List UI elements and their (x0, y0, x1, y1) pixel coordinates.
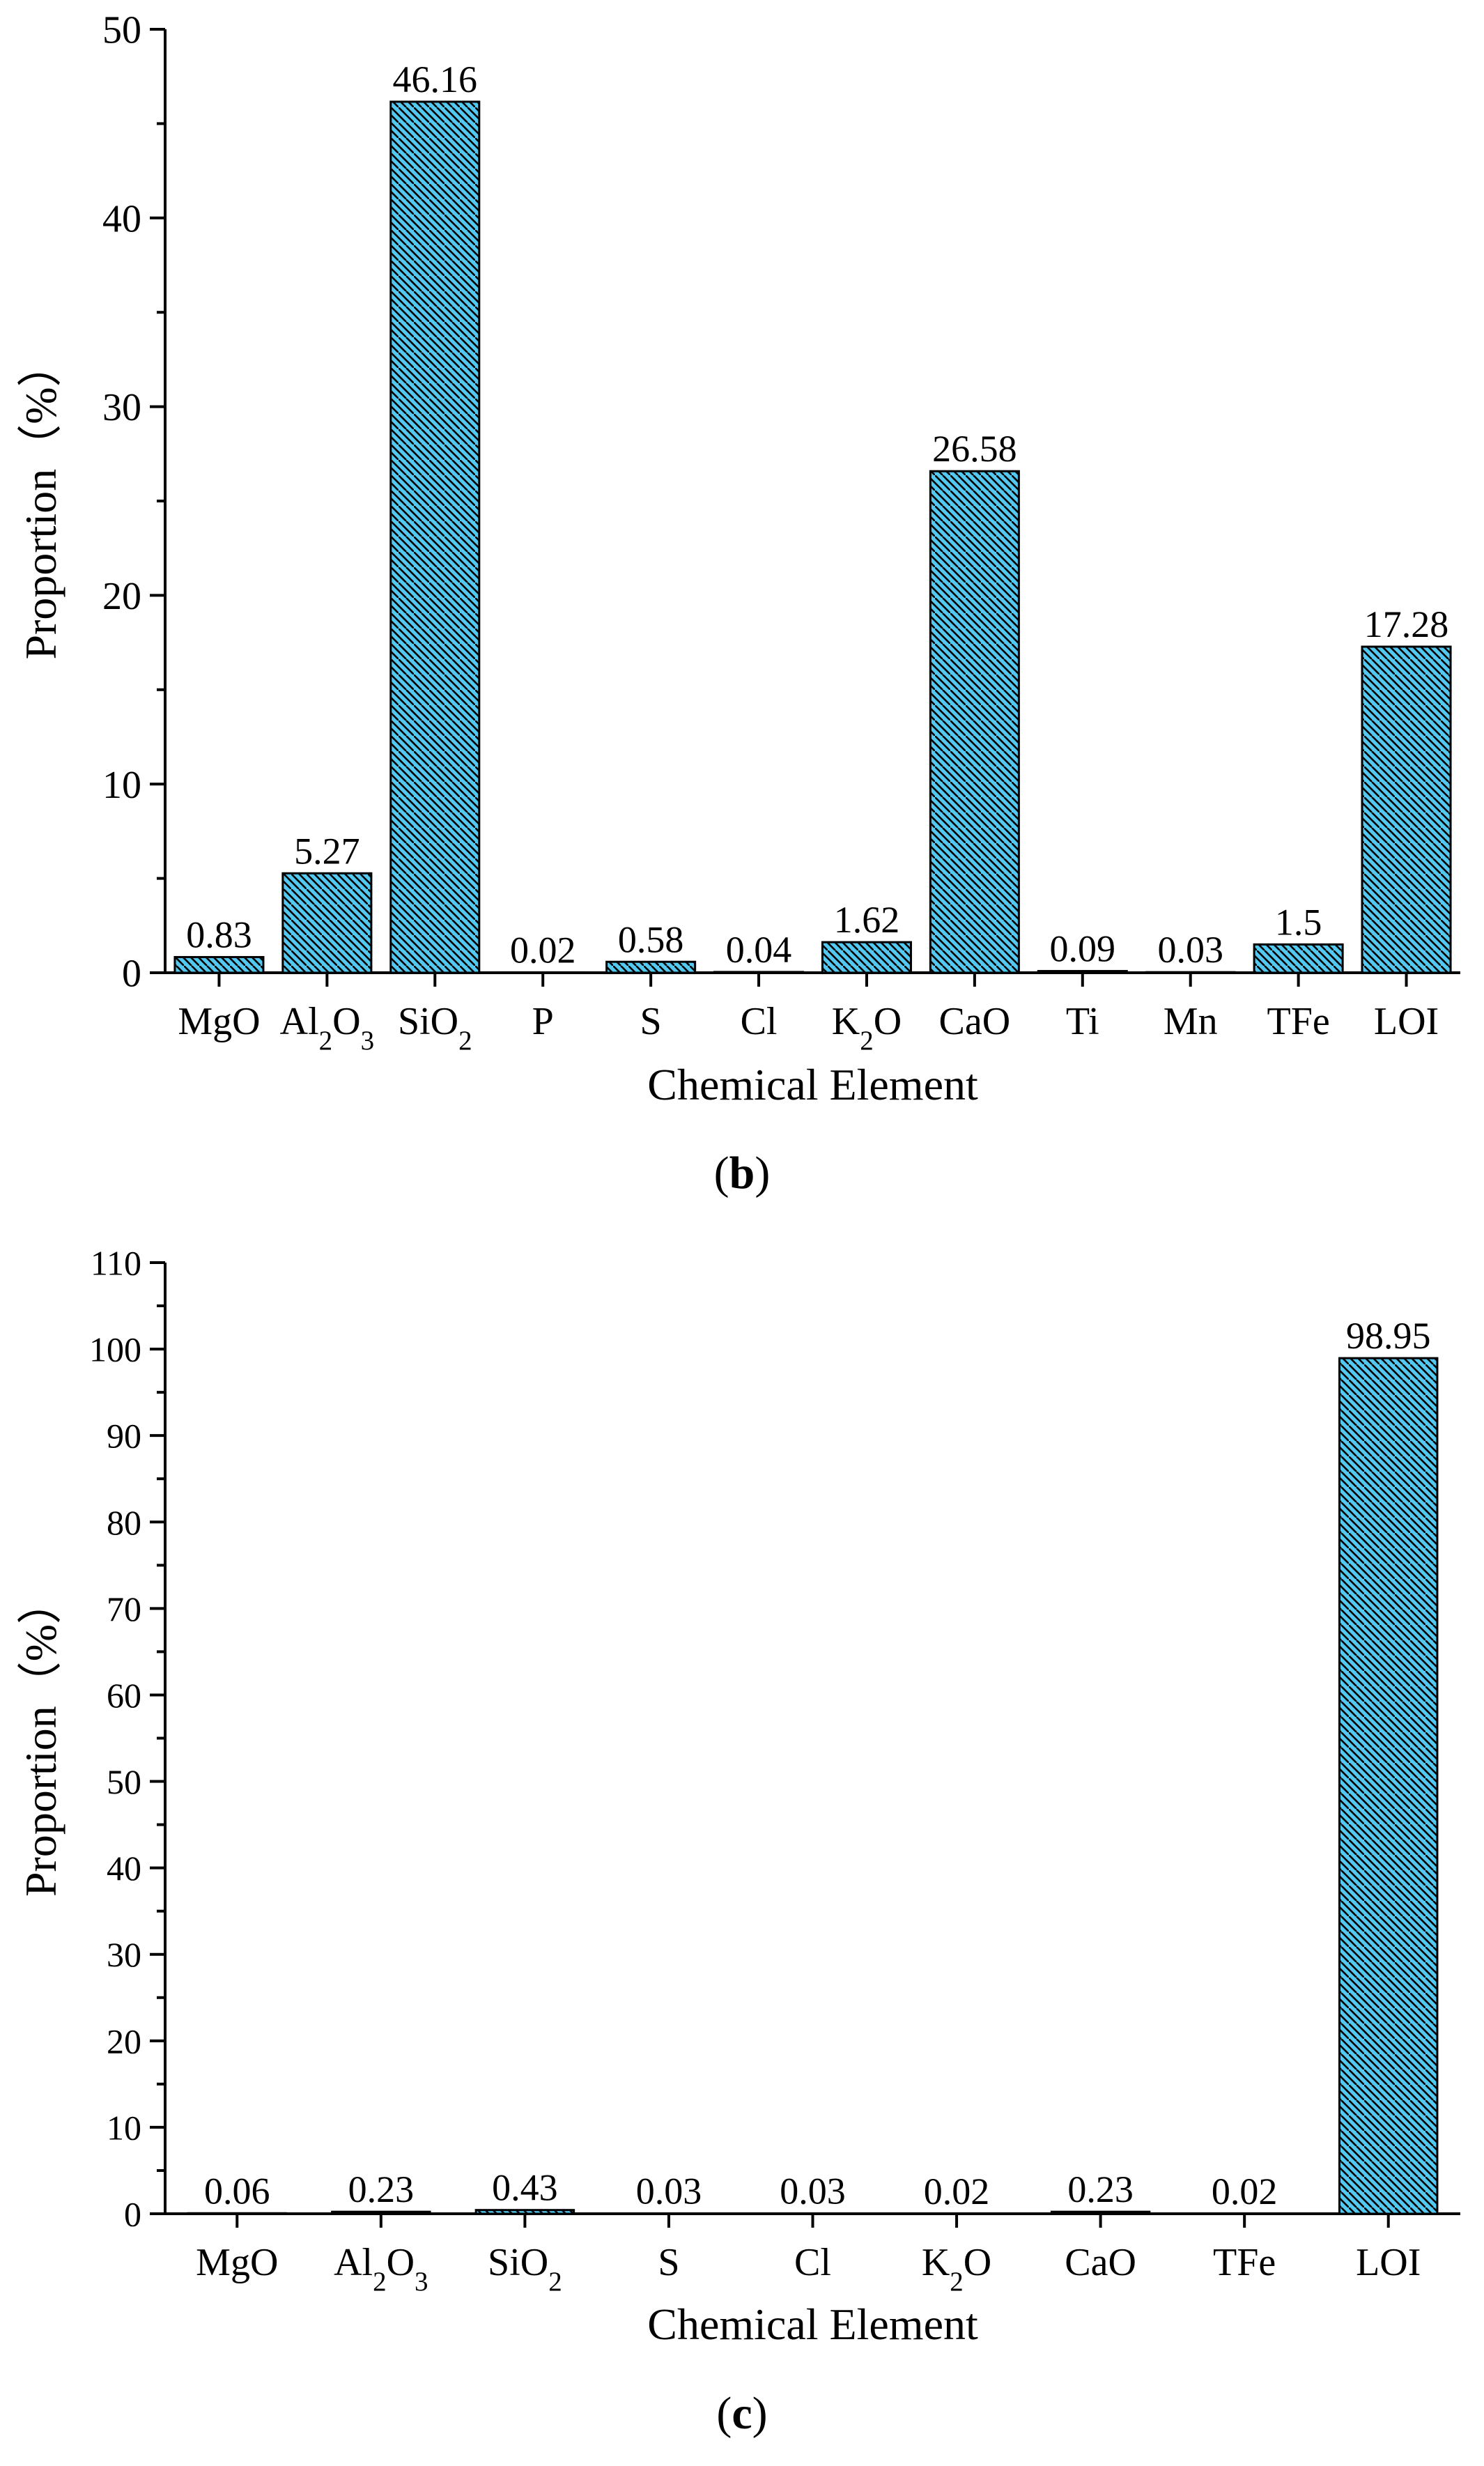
category-label-c: TFe (1213, 2241, 1276, 2284)
value-label-b: 1.5 (1275, 901, 1322, 943)
y-tick-label-b: 50 (102, 9, 141, 52)
category-label-b: S (640, 1000, 662, 1043)
category-label-c: CaO (1065, 2241, 1136, 2284)
chart-panel-b: 0 10 20 30 40 50 0.83 MgO 5.27 Al2O3 46.16 SiO2 0.02… (0, 0, 1484, 1226)
category-label-b: TFe (1267, 1000, 1330, 1043)
y-tick-label-c: 40 (107, 1849, 141, 1888)
y-axis-title-b: Proportion（%） (16, 342, 65, 659)
category-label-b: Mn (1164, 1000, 1218, 1043)
category-label-c: MgO (196, 2241, 278, 2284)
y-tick-label-b: 40 (102, 197, 141, 240)
value-label-c: 0.02 (1212, 2171, 1278, 2212)
y-axis-title-c: Proportion（%） (16, 1580, 65, 1897)
bar-b-k2o (821, 941, 912, 974)
x-axis-title-b: Chemical Element (647, 1060, 978, 1109)
y-tick-label-c: 100 (89, 1330, 141, 1369)
panel-label-c: (c) (716, 2388, 767, 2439)
value-label-c: 0.03 (636, 2171, 702, 2212)
value-label-b: 46.16 (393, 59, 478, 100)
category-label-b: LOI (1374, 1000, 1439, 1043)
value-label-b: 26.58 (932, 428, 1017, 470)
category-label-b: SiO2 (398, 1000, 472, 1056)
bar-c-cao (1050, 2210, 1151, 2215)
value-label-c: 0.06 (204, 2170, 270, 2212)
category-label-b: K2O (832, 1000, 902, 1056)
value-label-b: 0.04 (726, 929, 792, 971)
y-tick-label-b: 30 (102, 386, 141, 429)
value-label-c: 98.95 (1346, 1315, 1431, 1357)
bar-c-al2o3 (331, 2210, 431, 2215)
bar-b-s (605, 960, 697, 974)
category-label-b: Cl (741, 1000, 778, 1043)
value-label-b: 0.09 (1050, 928, 1116, 970)
bar-b-ti (1037, 970, 1128, 974)
bar-b-tfe (1253, 943, 1344, 974)
y-tick-label-c: 110 (91, 1244, 141, 1283)
value-label-b: 17.28 (1364, 603, 1449, 645)
y-tick-label-c: 80 (107, 1503, 141, 1542)
bar-chart-c: 0 10 20 30 40 50 60 70 80 90 100 110 0.06 MgO 0.23 Al2O… (16, 1244, 1460, 2439)
bar-b-p (497, 971, 589, 974)
chart-panel-c: 0 10 20 30 40 50 60 70 80 90 100 110 0.06 MgO 0.23 Al2O… (0, 1226, 1484, 2466)
value-label-b: 0.03 (1157, 929, 1223, 971)
category-label-c: S (658, 2241, 679, 2284)
bar-c-loi (1338, 1357, 1439, 2215)
bar-b-loi (1361, 645, 1452, 974)
value-label-c: 0.23 (1067, 2168, 1134, 2210)
category-label-b: Al2O3 (280, 1000, 374, 1056)
y-tick-label-c: 20 (107, 2021, 141, 2060)
value-label-c: 0.23 (348, 2168, 415, 2210)
value-label-b: 0.83 (186, 914, 252, 956)
value-label-c: 0.43 (492, 2167, 558, 2209)
value-label-b: 5.27 (294, 830, 360, 872)
value-label-b: 0.02 (510, 929, 576, 971)
value-label-b: 1.62 (834, 899, 900, 941)
value-label-c: 0.03 (780, 2171, 846, 2212)
y-tick-label-b: 20 (102, 575, 141, 618)
y-tick-label-b: 0 (122, 953, 141, 996)
x-axis-title-c: Chemical Element (647, 2299, 978, 2349)
y-tick-label-c: 10 (107, 2108, 141, 2147)
category-label-b: CaO (939, 1000, 1011, 1043)
category-label-b: P (532, 1000, 554, 1043)
category-label-c: Cl (794, 2241, 831, 2284)
y-tick-label-c: 30 (107, 1935, 141, 1974)
category-label-b: MgO (178, 1000, 260, 1043)
category-label-c: K2O (922, 2241, 991, 2297)
y-tick-label-c: 70 (107, 1589, 141, 1628)
y-tick-label-c: 90 (107, 1417, 141, 1456)
category-label-c: SiO2 (488, 2241, 562, 2297)
value-label-b: 0.58 (618, 918, 684, 960)
panel-label-b: (b) (714, 1148, 771, 1199)
category-label-c: Al2O3 (334, 2241, 428, 2297)
bar-b-mgo (173, 956, 265, 974)
y-tick-label-c: 0 (124, 2195, 141, 2234)
bar-b-al2o3 (281, 872, 373, 974)
bar-b-cl (713, 971, 805, 974)
y-tick-label-c: 60 (107, 1676, 141, 1715)
bar-chart-b: 0 10 20 30 40 50 0.83 MgO 5.27 Al2O3 46.16 SiO2 0.02… (16, 9, 1460, 1199)
bar-b-mn (1145, 971, 1236, 974)
y-tick-label-b: 10 (102, 764, 141, 807)
category-label-c: LOI (1356, 2241, 1421, 2284)
bar-b-sio2 (389, 100, 481, 974)
bar-c-mgo (187, 2212, 288, 2215)
bar-c-sio2 (474, 2209, 575, 2215)
value-label-c: 0.02 (924, 2171, 990, 2212)
bar-b-cao (929, 470, 1020, 974)
y-tick-label-c: 50 (107, 1762, 141, 1801)
category-label-b: Ti (1066, 1000, 1099, 1043)
